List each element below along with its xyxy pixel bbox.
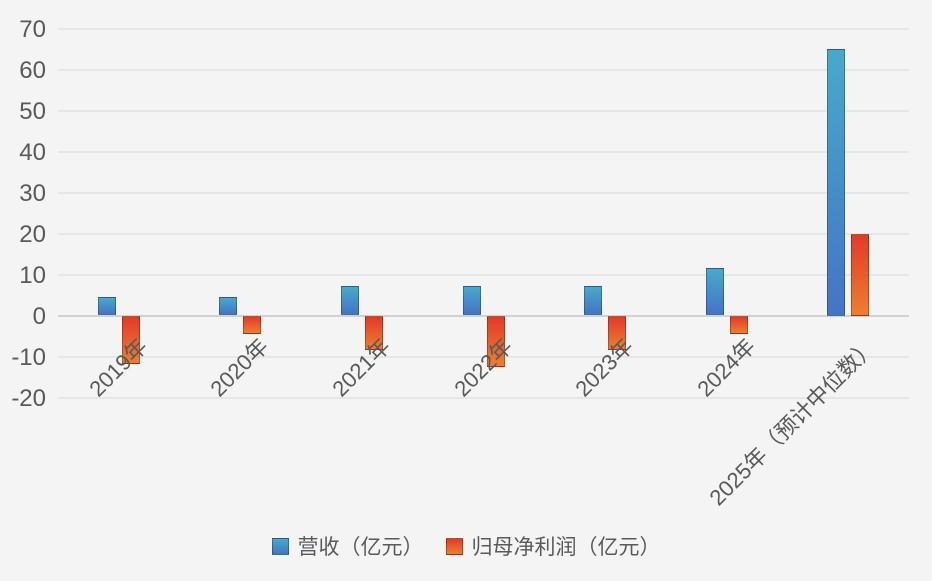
y-tick-label-40: 40 bbox=[19, 138, 46, 166]
bar-net-profit-2025e bbox=[851, 233, 870, 316]
gridline-10 bbox=[58, 273, 909, 276]
legend-marker-net-profit bbox=[445, 537, 463, 555]
bar-revenue-2025e bbox=[827, 49, 846, 316]
y-tick-label-0: 0 bbox=[32, 302, 46, 330]
y-tick-label--10: -10 bbox=[11, 343, 46, 371]
y-tick-label-70: 70 bbox=[19, 15, 46, 43]
y-tick-label-60: 60 bbox=[19, 56, 46, 84]
bar-net-profit-2024 bbox=[729, 315, 748, 334]
gridline--20 bbox=[58, 396, 909, 399]
x-axis-label-2022: 2022年 bbox=[448, 333, 517, 402]
legend-label-revenue: 营收（亿元） bbox=[297, 536, 424, 559]
x-axis-label-2020: 2020年 bbox=[205, 333, 274, 402]
x-axis-label-2019: 2019年 bbox=[84, 333, 153, 402]
gridline-30 bbox=[58, 191, 909, 194]
y-tick-label-30: 30 bbox=[19, 179, 46, 207]
y-tick-label-10: 10 bbox=[19, 261, 46, 289]
x-axis-label-2023: 2023年 bbox=[570, 333, 639, 402]
legend-item-net-profit: 归母净利润（亿元） bbox=[445, 531, 661, 561]
y-tick-label--20: -20 bbox=[11, 384, 46, 412]
bar-net-profit-2021 bbox=[364, 315, 383, 350]
y-tick-label-20: 20 bbox=[19, 220, 46, 248]
gridline-20 bbox=[58, 232, 909, 235]
bar-net-profit-2022 bbox=[486, 315, 505, 368]
bar-net-profit-2019 bbox=[121, 315, 140, 364]
y-tick-label-50: 50 bbox=[19, 97, 46, 125]
bar-revenue-2021 bbox=[340, 285, 359, 316]
x-axis-label-2021: 2021年 bbox=[327, 333, 396, 402]
gridline-60 bbox=[58, 68, 909, 71]
bar-net-profit-2023 bbox=[608, 315, 627, 351]
bar-revenue-2023 bbox=[584, 286, 603, 316]
legend-item-revenue: 营收（亿元） bbox=[271, 531, 424, 561]
gridline--10 bbox=[58, 355, 909, 358]
legend-label-net-profit: 归母净利润（亿元） bbox=[471, 536, 661, 559]
bar-revenue-2022 bbox=[462, 285, 481, 316]
bar-net-profit-2020 bbox=[243, 315, 262, 334]
bar-revenue-2024 bbox=[705, 267, 724, 316]
bar-revenue-2019 bbox=[97, 297, 116, 316]
gridline-50 bbox=[58, 109, 909, 112]
zero-axis-line bbox=[58, 314, 909, 317]
legend-marker-revenue bbox=[271, 537, 289, 555]
legend: 营收（亿元） 归母净利润（亿元） bbox=[0, 531, 932, 561]
x-axis-label-2024: 2024年 bbox=[692, 333, 760, 402]
bar-revenue-2020 bbox=[219, 296, 238, 316]
gridline-70 bbox=[58, 27, 909, 30]
gridline-40 bbox=[58, 150, 909, 153]
